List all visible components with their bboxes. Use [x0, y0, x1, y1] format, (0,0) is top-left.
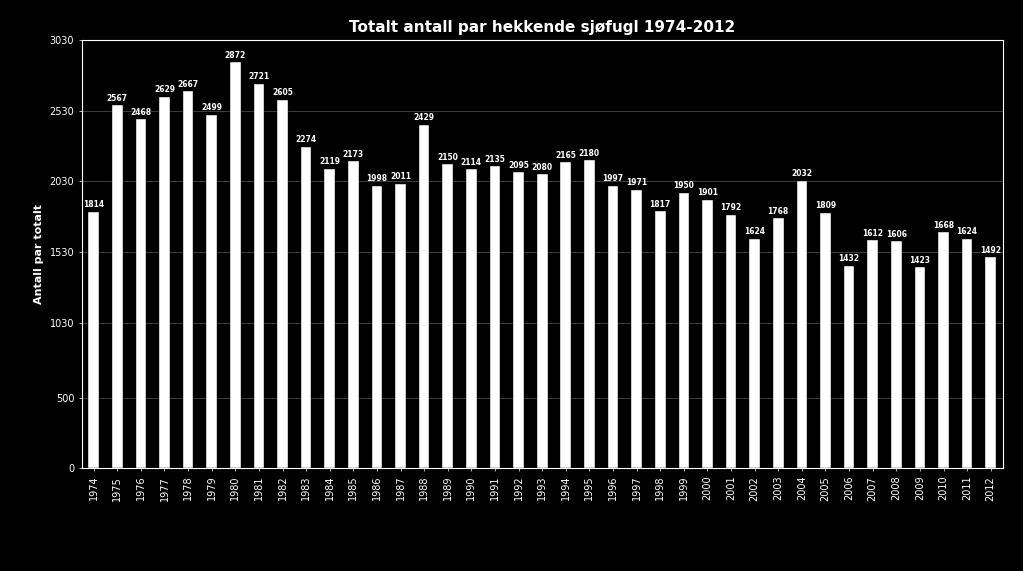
Text: 1624: 1624: [957, 227, 978, 236]
Bar: [797, 181, 807, 468]
Bar: [561, 162, 571, 468]
Bar: [324, 168, 335, 468]
Bar: [348, 161, 359, 468]
Bar: [183, 91, 193, 468]
Bar: [112, 106, 123, 468]
Text: 2180: 2180: [579, 148, 599, 158]
Bar: [514, 172, 524, 468]
Text: 1950: 1950: [673, 181, 695, 190]
Text: 2114: 2114: [461, 158, 482, 167]
Text: 1492: 1492: [980, 246, 1002, 255]
Text: 2080: 2080: [532, 163, 552, 172]
Text: 2135: 2135: [485, 155, 505, 164]
Bar: [985, 258, 996, 468]
Bar: [938, 232, 948, 468]
Text: 1606: 1606: [886, 230, 906, 239]
Bar: [678, 192, 690, 468]
Bar: [608, 186, 618, 468]
Text: 2274: 2274: [296, 135, 317, 144]
Text: 2499: 2499: [202, 103, 222, 112]
Bar: [395, 184, 406, 468]
Text: 2032: 2032: [792, 170, 812, 179]
Text: 1768: 1768: [767, 207, 789, 216]
Bar: [962, 239, 973, 468]
Bar: [725, 215, 737, 468]
Text: 2629: 2629: [154, 85, 175, 94]
Bar: [868, 240, 878, 468]
Bar: [371, 186, 383, 468]
Text: 1432: 1432: [839, 254, 859, 263]
Bar: [655, 211, 666, 468]
Title: Totalt antall par hekkende sjøfugl 1974-2012: Totalt antall par hekkende sjøfugl 1974-…: [349, 19, 736, 35]
Text: 2011: 2011: [390, 172, 411, 182]
Bar: [702, 199, 713, 468]
Text: 2173: 2173: [343, 150, 364, 159]
Text: 1792: 1792: [720, 203, 742, 212]
Text: 1624: 1624: [744, 227, 765, 236]
Bar: [160, 96, 170, 468]
Bar: [88, 212, 99, 468]
Bar: [584, 160, 594, 468]
Text: 2605: 2605: [272, 89, 293, 98]
Text: 1901: 1901: [697, 188, 718, 197]
Text: 2567: 2567: [106, 94, 128, 103]
Text: 1668: 1668: [933, 221, 954, 230]
Text: 2165: 2165: [555, 151, 576, 160]
Text: 2468: 2468: [130, 108, 151, 117]
Bar: [254, 83, 264, 468]
Bar: [230, 62, 240, 468]
Bar: [537, 174, 547, 468]
Text: 2872: 2872: [225, 51, 246, 60]
Text: 1971: 1971: [626, 178, 648, 187]
Text: 1817: 1817: [650, 200, 671, 209]
Bar: [301, 147, 311, 468]
Bar: [135, 119, 146, 468]
Bar: [773, 218, 784, 468]
Text: 2119: 2119: [319, 157, 341, 166]
Bar: [442, 164, 453, 468]
Bar: [277, 100, 287, 468]
Text: 2429: 2429: [413, 114, 435, 122]
Bar: [207, 115, 217, 468]
Text: 1809: 1809: [815, 201, 836, 210]
Bar: [844, 266, 854, 468]
Text: 1814: 1814: [83, 200, 104, 210]
Bar: [749, 239, 760, 468]
Text: 1997: 1997: [603, 174, 624, 183]
Text: 1423: 1423: [909, 256, 930, 264]
Text: 1998: 1998: [366, 174, 388, 183]
Bar: [820, 212, 831, 468]
Y-axis label: Antall par totalt: Antall par totalt: [34, 204, 44, 304]
Text: 1612: 1612: [862, 229, 883, 238]
Bar: [466, 170, 477, 468]
Bar: [915, 267, 925, 468]
Bar: [418, 125, 430, 468]
Bar: [490, 167, 500, 468]
Text: 2150: 2150: [437, 153, 458, 162]
Text: 2667: 2667: [178, 80, 198, 89]
Text: 2095: 2095: [508, 160, 529, 170]
Bar: [631, 190, 642, 468]
Bar: [891, 241, 901, 468]
Text: 2721: 2721: [249, 72, 269, 81]
